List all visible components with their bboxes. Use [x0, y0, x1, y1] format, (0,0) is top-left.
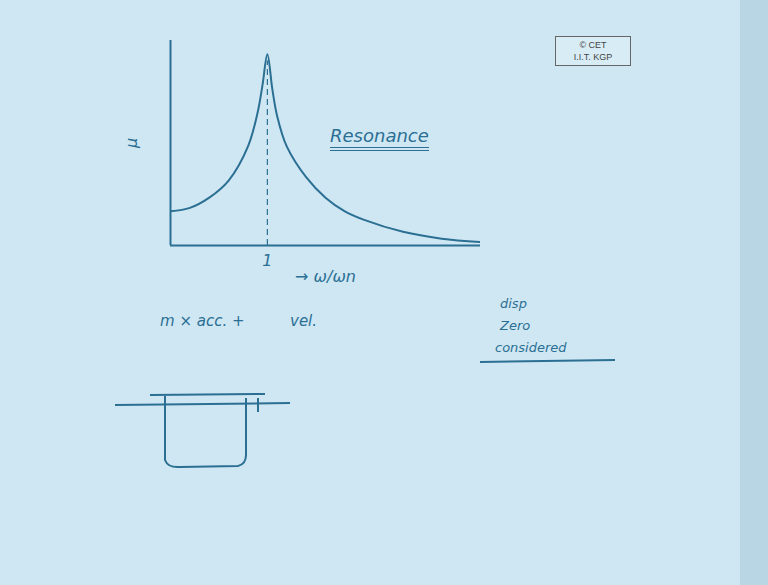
html-text:I.I.T. KGP: I.I.T. KGP	[573, 52, 613, 62]
html-text:Zero: Zero	[500, 318, 531, 333]
html-text:Resonance: Resonance	[330, 125, 429, 146]
svg-text:μ: μ	[122, 138, 141, 149]
html-text:m × acc. +: m × acc. +	[160, 312, 245, 330]
html-text:considered: considered	[495, 340, 567, 355]
html-text:© CET: © CET	[579, 40, 607, 50]
svg-text:1: 1	[262, 251, 272, 270]
html-text:vel.: vel.	[290, 312, 317, 330]
html-text:disp: disp	[500, 296, 527, 311]
svg-text:→ ω/ωn: → ω/ωn	[295, 267, 356, 286]
